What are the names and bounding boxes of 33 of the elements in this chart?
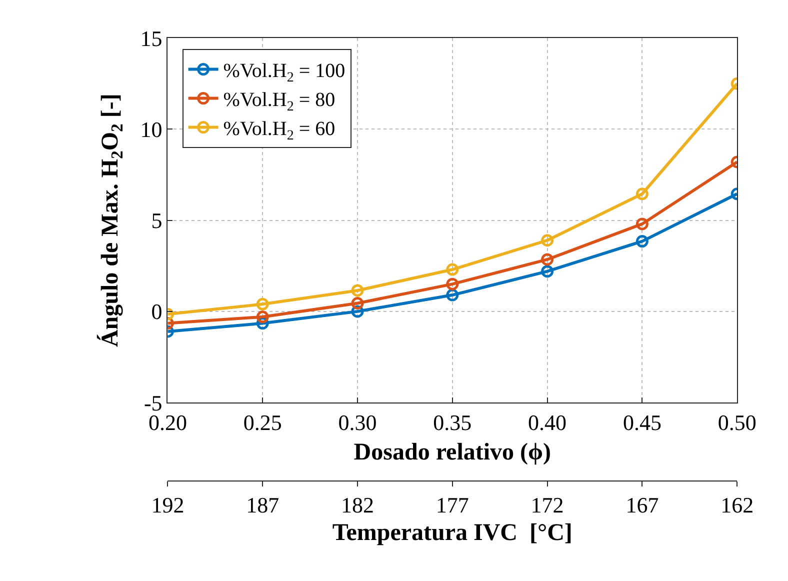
legend-label: %Vol.H$_{2}$ = 100 [223,60,346,86]
point [351,284,364,297]
x2-axis-title: Temperatura IVC [°C] [332,520,572,546]
legend-label: %Vol.H$_{2}$ = 60 [223,118,336,144]
point [541,265,554,278]
x-tick-label: 0.50 [718,410,756,435]
x2-tick-label: 172 [530,492,564,518]
x-axis-title: Dosado relativo (ϕ) [354,439,551,466]
x-tick-label: 0.30 [338,410,377,435]
point [351,296,364,310]
point [446,278,459,290]
x2-tick-label: 167 [626,492,659,518]
point [446,288,459,302]
x-tick-label: 0.40 [528,410,567,435]
point [636,188,648,200]
point [636,218,648,230]
y-tick-label: 0 [151,299,162,324]
point [541,253,554,266]
point [541,234,554,247]
y-tick-label: 5 [151,208,162,234]
point [636,235,648,248]
x-tick-label: 0.45 [622,410,662,435]
x2-tick-label: 182 [341,492,374,518]
x2-tick-label: 187 [246,492,280,518]
legend-label: %Vol.H$_{2}$ = 80 [223,89,336,114]
x2-tick-label: 192 [151,492,184,518]
y-tick-label: 15 [140,26,162,51]
x2-tick-label: 162 [720,492,754,518]
y-tick-label: 10 [140,116,162,142]
x-tick-label: 0.25 [243,410,282,435]
x-tick-label: 0.35 [433,410,472,435]
x2-tick-label: 177 [436,492,469,518]
point [446,263,459,276]
